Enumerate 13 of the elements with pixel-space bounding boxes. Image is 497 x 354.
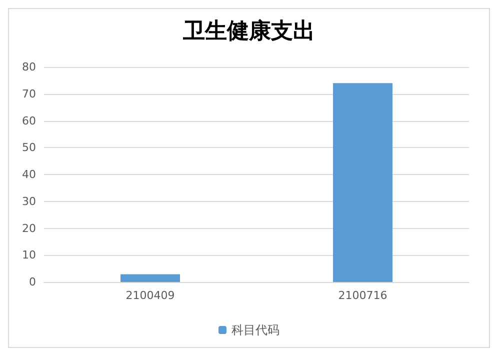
x-tick-label: 2100409 (126, 289, 175, 302)
y-tick-label: 50 (22, 141, 36, 154)
x-tick-label: 2100716 (338, 289, 388, 302)
y-tick-label: 20 (22, 222, 36, 235)
y-tick-label: 40 (22, 168, 36, 181)
y-tick-label: 70 (22, 87, 36, 100)
legend-label: 科目代码 (232, 323, 280, 337)
y-tick-label: 80 (22, 60, 36, 74)
y-tick-label: 60 (22, 114, 36, 128)
y-tick-label: 0 (29, 276, 36, 288)
y-tick-label: 10 (22, 248, 36, 262)
chart-title: 卫生健康支出 (182, 18, 315, 44)
y-tick-label: 30 (22, 194, 36, 208)
